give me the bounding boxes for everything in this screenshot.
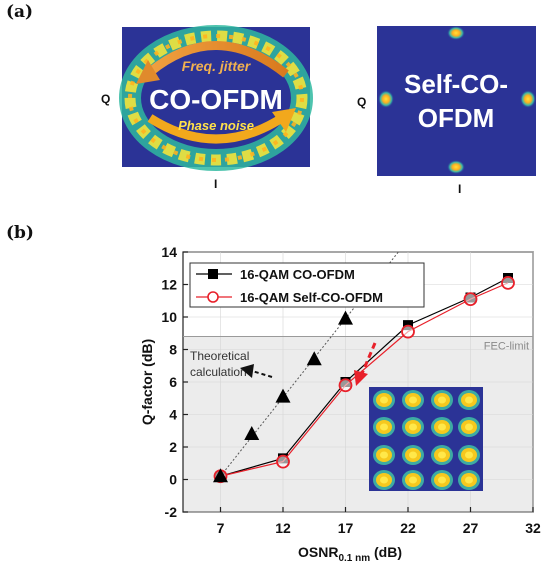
fec-limit-label: FEC-limit xyxy=(484,341,529,353)
inset-point-core xyxy=(380,476,388,484)
inset-point-core xyxy=(409,451,417,459)
x-axis-label: OSNR0.1 nm (dB) xyxy=(298,544,402,564)
legend-marker-self-co-ofdm xyxy=(207,291,219,303)
right-q-label: Q xyxy=(357,95,367,109)
inset-point-core xyxy=(438,451,446,459)
phase-noise-text: Phase noise xyxy=(178,118,254,133)
freq-jitter-arrow xyxy=(147,41,289,78)
panel-b-label: (b) xyxy=(6,223,34,243)
constellation-point-top xyxy=(447,26,465,40)
theoretical-point xyxy=(338,310,353,325)
y-tick-label: 10 xyxy=(161,309,177,325)
self-co-ofdm-point xyxy=(463,292,478,307)
self-co-ofdm-title-line1: Self-CO- xyxy=(404,69,508,99)
self-co-ofdm-point xyxy=(338,378,353,393)
inset-point-core xyxy=(380,423,388,431)
theory-arrow-line xyxy=(251,370,273,378)
inset-point-core xyxy=(380,396,388,404)
co-ofdm-constellation: Freq. jitter CO-OFDM Phase noise xyxy=(119,25,313,171)
phase-noise-arrow xyxy=(147,114,285,144)
y-tick-label: 6 xyxy=(169,374,177,390)
right-i-label: I xyxy=(458,182,462,196)
y-tick-label: 8 xyxy=(169,342,177,358)
legend-box xyxy=(189,262,425,308)
panel-a-label: (a) xyxy=(6,2,34,22)
y-ticks: -2 0 2 4 6 8 10 12 14 xyxy=(161,244,188,520)
inset-point-core xyxy=(465,451,473,459)
theoretical-point xyxy=(306,351,322,366)
x-tick-label: 17 xyxy=(338,520,354,536)
inset-point-core xyxy=(465,476,473,484)
y-tick-label: 2 xyxy=(169,439,177,455)
constellation-point-bottom xyxy=(447,160,465,174)
x-tick-label: 22 xyxy=(400,520,416,536)
theory-label-line2: calculation xyxy=(190,365,247,379)
freq-jitter-text: Freq. jitter xyxy=(182,58,252,74)
self-co-ofdm-constellation: Self-CO- OFDM xyxy=(377,26,536,176)
theoretical-point xyxy=(244,426,260,440)
theory-arrowhead xyxy=(240,364,254,378)
legend-self-co-ofdm: 16-QAM Self-CO-OFDM xyxy=(240,290,383,305)
self-co-ofdm-point xyxy=(276,454,290,469)
inset-point-core xyxy=(438,423,446,431)
y-tick-label: -2 xyxy=(165,504,178,520)
theoretical-point xyxy=(213,468,228,483)
legend: 16-QAM CO-OFDM 16-QAM Self-CO-OFDM xyxy=(189,262,425,308)
self-co-ofdm-point xyxy=(501,275,515,290)
theory-label-line1: Theoretical xyxy=(190,349,249,363)
co-ofdm-title: CO-OFDM xyxy=(149,84,283,115)
x-tick-label: 12 xyxy=(275,520,291,536)
legend-co-ofdm: 16-QAM CO-OFDM xyxy=(240,267,355,282)
constellation-point-right xyxy=(520,90,536,108)
inset-point-core xyxy=(409,423,417,431)
x-tick-label: 7 xyxy=(217,520,225,536)
inset-point-core xyxy=(380,451,388,459)
inset-point-core xyxy=(438,396,446,404)
q-factor-chart: -2 0 2 4 6 8 10 12 14 7 12 17 22 27 32 FEC-limit Theo… xyxy=(139,244,541,564)
constellation-point-left xyxy=(378,90,394,108)
left-q-label: Q xyxy=(101,92,111,106)
inset-point-core xyxy=(409,396,417,404)
x-ticks: 7 12 17 22 27 32 xyxy=(217,507,541,536)
y-tick-label: 12 xyxy=(161,277,177,293)
series-line-0 xyxy=(220,277,509,477)
theoretical-point xyxy=(275,388,291,403)
legend-marker-co-ofdm xyxy=(208,269,218,279)
x-tick-label: 32 xyxy=(525,520,541,536)
self-co-ofdm-background xyxy=(377,26,536,176)
y-tick-label: 4 xyxy=(169,407,177,423)
inset-point-core xyxy=(438,476,446,484)
inset-point-core xyxy=(409,476,417,484)
left-i-label: I xyxy=(214,177,218,191)
inset-pointer-arrowhead xyxy=(354,370,368,386)
series-layer xyxy=(213,273,515,484)
inset-point-core xyxy=(465,396,473,404)
x-tick-label: 27 xyxy=(463,520,479,536)
y-tick-label: 14 xyxy=(161,244,177,260)
self-co-ofdm-point xyxy=(401,324,415,339)
y-axis-label: Q-factor (dB) xyxy=(139,339,155,425)
inset-pointer-line xyxy=(359,342,377,377)
inset-constellation-points xyxy=(373,390,480,490)
self-co-ofdm-title-line2: OFDM xyxy=(418,103,495,133)
y-tick-label: 0 xyxy=(169,472,177,488)
inset-point-core xyxy=(465,423,473,431)
